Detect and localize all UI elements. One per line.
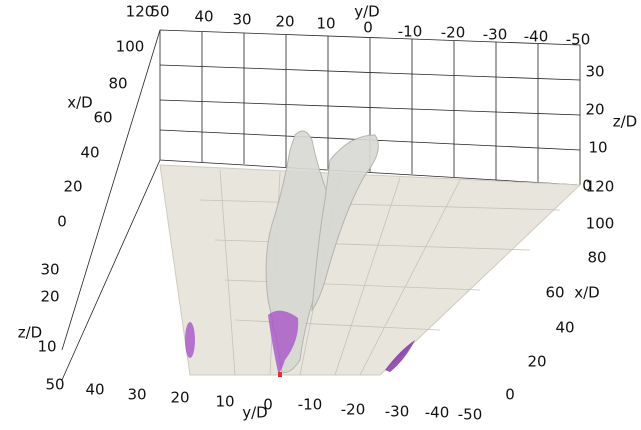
tick-label: -20 — [441, 24, 466, 42]
tick-label: -50 — [458, 406, 483, 424]
back-grid — [159, 32, 581, 182]
tick-label: 120 — [126, 3, 155, 21]
tick-label: 0 — [363, 19, 373, 37]
tick-label: -40 — [524, 28, 549, 46]
tick-label: 20 — [585, 101, 604, 119]
tick-label: 20 — [170, 389, 189, 407]
tick-label: 30 — [40, 261, 59, 279]
tick-label: 80 — [587, 249, 606, 267]
tick-label: 40 — [85, 381, 104, 399]
tick-label: 40 — [194, 8, 213, 26]
side-edges — [61, 29, 161, 381]
axis-title: z/D — [18, 324, 42, 342]
tick-label: 10 — [316, 15, 335, 33]
tick-label: 100 — [586, 215, 615, 233]
tick-label: 20 — [63, 178, 82, 196]
tick-label: 50 — [150, 3, 169, 21]
axis-title: z/D — [613, 113, 637, 131]
axis-title: y/D — [354, 3, 379, 21]
purple-right — [385, 340, 415, 372]
tick-label: 10 — [215, 393, 234, 411]
tick-label: -30 — [483, 26, 508, 44]
axis-title: x/D — [67, 94, 92, 112]
tick-label: 120 — [586, 178, 615, 196]
tick-label: 10 — [588, 139, 607, 157]
tick-label: 20 — [275, 13, 294, 31]
purple-regions — [185, 310, 415, 373]
tick-label: 20 — [527, 353, 546, 371]
tick-label: 40 — [555, 319, 574, 337]
tick-label: 50 — [45, 376, 64, 394]
tick-label: 40 — [80, 144, 99, 162]
tick-label: 100 — [116, 38, 145, 56]
tick-label: 60 — [545, 284, 564, 302]
tick-label: -10 — [298, 396, 323, 414]
axis-title: y/D — [242, 404, 267, 422]
tick-label: 0 — [57, 213, 67, 231]
tick-label: 0 — [582, 177, 592, 195]
tick-label: 0 — [263, 396, 273, 414]
tick-label: 30 — [127, 386, 146, 404]
axis-labels: y/D50 40 30 20 10 0 -10 -20 -30 -40 -50x/D12010080… — [18, 3, 637, 424]
tick-label: 30 — [232, 11, 251, 29]
tick-label: -40 — [425, 404, 450, 422]
tick-label: 60 — [93, 109, 112, 127]
source-marker — [278, 372, 282, 377]
tick-label: 20 — [40, 288, 59, 306]
tick-label: 10 — [37, 338, 56, 356]
axis-title: x/D — [574, 284, 599, 302]
tick-label: 30 — [585, 63, 604, 81]
plume-lobe — [311, 134, 379, 312]
tick-label: 80 — [108, 75, 127, 93]
tick-label: -10 — [398, 23, 423, 41]
tick-label: 0 — [505, 386, 515, 404]
tick-label: -20 — [341, 401, 366, 419]
tick-label: -50 — [566, 31, 591, 49]
purple-left — [185, 322, 195, 358]
purple-core — [268, 310, 299, 373]
tick-label: -30 — [385, 403, 410, 421]
